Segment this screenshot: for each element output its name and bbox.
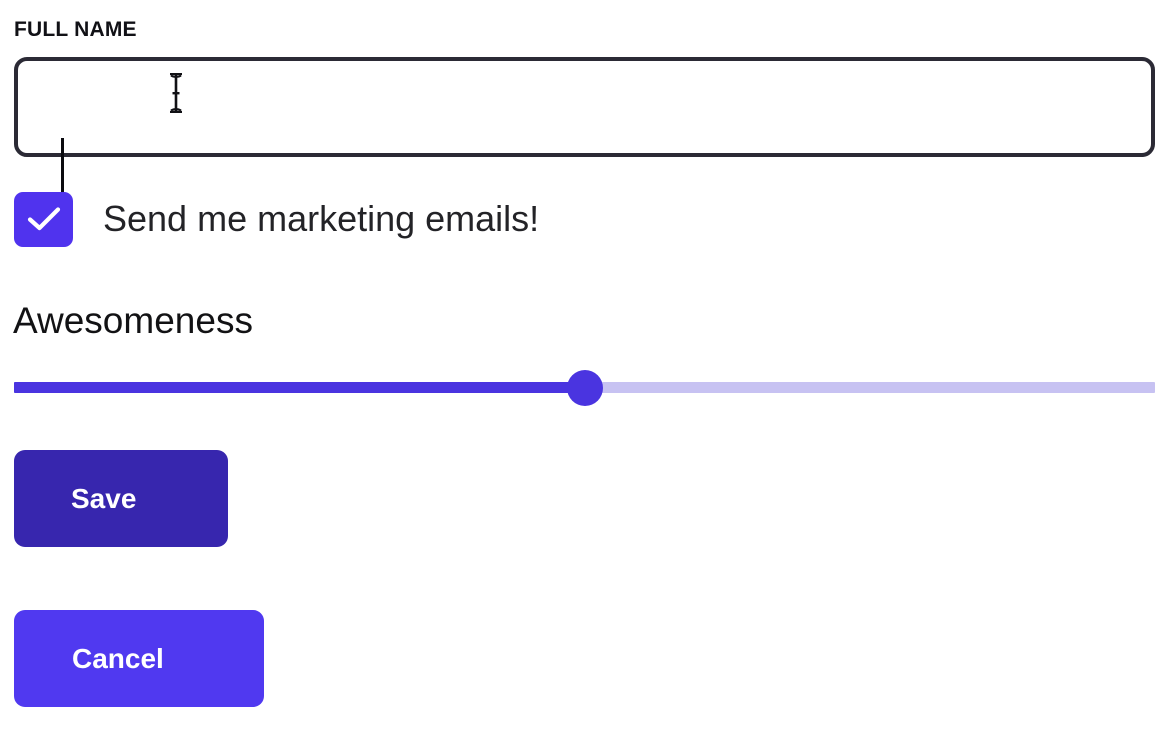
check-icon: [27, 206, 61, 232]
awesomeness-heading: Awesomeness: [13, 300, 253, 341]
full-name-label: FULL NAME: [14, 18, 137, 41]
slider-fill: [14, 382, 585, 393]
marketing-emails-checkbox[interactable]: [14, 191, 73, 247]
save-button[interactable]: Save: [14, 450, 228, 547]
slider-thumb[interactable]: [566, 370, 603, 406]
marketing-emails-row[interactable]: Send me marketing emails!: [14, 190, 539, 248]
marketing-emails-label: Send me marketing emails!: [103, 198, 540, 239]
text-caret: [61, 138, 64, 195]
cancel-button[interactable]: Cancel: [14, 610, 264, 707]
full-name-input[interactable]: [14, 57, 1155, 195]
awesomeness-slider[interactable]: [14, 368, 1155, 408]
